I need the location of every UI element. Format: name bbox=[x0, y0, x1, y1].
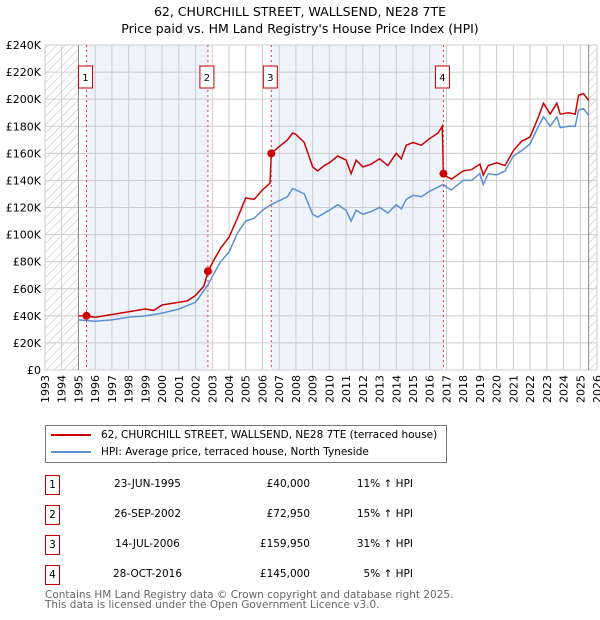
x-tick-label: 2018 bbox=[457, 375, 470, 403]
sale-marker-box bbox=[199, 65, 215, 89]
x-tick-label: 1997 bbox=[106, 375, 119, 403]
x-tick-label: 1996 bbox=[89, 375, 102, 403]
sale-point bbox=[267, 149, 276, 158]
sale-marker-label: 4 bbox=[439, 73, 445, 84]
footer-line: This data is licensed under the Open Gov… bbox=[45, 599, 380, 611]
sale-point bbox=[203, 267, 212, 276]
x-tick-label: 1993 bbox=[39, 375, 52, 403]
y-tick-label: £60K bbox=[13, 283, 42, 296]
chart-title: 62, CHURCHILL STREET, WALLSEND, NE28 7TE bbox=[153, 4, 447, 19]
x-tick-label: 1998 bbox=[123, 375, 136, 403]
x-tick-label: 2022 bbox=[524, 375, 537, 403]
x-tick-label: 2000 bbox=[156, 375, 169, 403]
sale-marker-label: 3 bbox=[267, 73, 273, 84]
sale-date: 28-OCT-2016 bbox=[113, 568, 182, 580]
x-tick-label: 2020 bbox=[491, 375, 504, 403]
sale-row: 1 23-JUN-1995 £40,000 11% ↑ HPI bbox=[45, 475, 445, 495]
sale-date: 23-JUN-1995 bbox=[114, 478, 181, 490]
y-tick-label: £120K bbox=[6, 202, 42, 215]
y-tick-label: £240K bbox=[6, 39, 42, 52]
x-tick-label: 2026 bbox=[591, 375, 600, 403]
legend-item-hpi: HPI: Average price, terraced house, Nort… bbox=[51, 446, 369, 458]
blue-line-swatch bbox=[51, 451, 91, 453]
x-tick-label: 2003 bbox=[206, 375, 219, 403]
sale-hpi-diff: 11% ↑ HPI bbox=[356, 478, 413, 490]
y-tick-label: £40K bbox=[13, 310, 42, 323]
legend: 62, CHURCHILL STREET, WALLSEND, NE28 7TE… bbox=[45, 425, 447, 463]
legend-label: HPI: Average price, terraced house, Nort… bbox=[101, 446, 369, 458]
y-tick-label: £80K bbox=[13, 256, 42, 269]
sale-marker-label: 2 bbox=[204, 73, 210, 84]
sale-marker-box bbox=[77, 65, 93, 89]
y-tick-label: £140K bbox=[6, 174, 42, 187]
y-tick-label: £180K bbox=[6, 120, 42, 133]
sale-number: 2 bbox=[45, 505, 60, 525]
chart-subtitle: Price paid vs. HM Land Registry's House … bbox=[121, 21, 479, 36]
x-tick-label: 2011 bbox=[340, 375, 353, 403]
x-tick-label: 2023 bbox=[541, 375, 554, 403]
y-tick-label: £100K bbox=[6, 229, 42, 242]
x-tick-label: 2019 bbox=[474, 375, 487, 403]
x-tick-label: 2002 bbox=[190, 375, 203, 403]
x-tick-label: 2004 bbox=[223, 375, 236, 403]
footer: Contains HM Land Registry data © Crown c… bbox=[45, 589, 454, 611]
legend-item-property: 62, CHURCHILL STREET, WALLSEND, NE28 7TE… bbox=[51, 429, 437, 441]
x-tick-label: 2024 bbox=[558, 375, 571, 403]
x-tick-label: 1999 bbox=[139, 375, 152, 403]
sale-price: £72,950 bbox=[266, 508, 310, 520]
sale-number: 4 bbox=[45, 565, 60, 585]
x-tick-label: 2007 bbox=[273, 375, 286, 403]
sale-hpi-diff: 15% ↑ HPI bbox=[356, 508, 413, 520]
y-tick-label: £20K bbox=[13, 337, 42, 350]
plot-area: £0 £20K £40K £60K £80K £100K £120K £140K £160K £1… bbox=[6, 39, 600, 403]
sale-point bbox=[82, 311, 91, 320]
y-tick-label: £200K bbox=[6, 93, 42, 106]
x-tick-label: 2005 bbox=[240, 375, 253, 403]
sale-marker-box bbox=[434, 65, 450, 89]
y-tick-label: £220K bbox=[6, 66, 42, 79]
x-tick-label: 2008 bbox=[290, 375, 303, 403]
sale-row: 2 26-SEP-2002 £72,950 15% ↑ HPI bbox=[45, 505, 445, 525]
hpi-line bbox=[78, 107, 590, 323]
y-tick-label: £0 bbox=[27, 364, 41, 377]
sale-price: £145,000 bbox=[259, 568, 310, 580]
x-tick-label: 2016 bbox=[424, 375, 437, 403]
x-tick-label: 2010 bbox=[323, 375, 336, 403]
sale-number: 3 bbox=[45, 535, 60, 555]
footer-line: Contains HM Land Registry data © Crown c… bbox=[45, 589, 454, 601]
x-tick-label: 2025 bbox=[574, 375, 587, 403]
x-tick-label: 2006 bbox=[256, 375, 269, 403]
sale-row: 3 14-JUL-2006 £159,950 31% ↑ HPI bbox=[45, 535, 445, 555]
sale-marker-label: 1 bbox=[82, 73, 88, 84]
x-tick-label: 2017 bbox=[440, 375, 453, 403]
x-tick-label: 2012 bbox=[357, 375, 370, 403]
x-tick-label: 2013 bbox=[374, 375, 387, 403]
sale-point bbox=[439, 169, 448, 178]
x-tick-label: 1994 bbox=[56, 375, 69, 403]
sale-hpi-diff: 31% ↑ HPI bbox=[356, 538, 413, 550]
sale-hpi-diff: 5% ↑ HPI bbox=[363, 568, 413, 580]
x-tick-label: 2014 bbox=[390, 375, 403, 403]
sale-row: 4 28-OCT-2016 £145,000 5% ↑ HPI bbox=[45, 565, 445, 585]
sale-number: 1 bbox=[45, 475, 60, 495]
sale-price: £159,950 bbox=[259, 538, 310, 550]
price-paid-line bbox=[78, 92, 590, 318]
sale-date: 14-JUL-2006 bbox=[115, 538, 180, 550]
x-tick-label: 2001 bbox=[173, 375, 186, 403]
sale-marker-box bbox=[262, 65, 278, 89]
red-line-swatch bbox=[51, 434, 91, 436]
x-tick-label: 1995 bbox=[72, 375, 85, 403]
x-tick-label: 2009 bbox=[307, 375, 320, 403]
sale-price: £40,000 bbox=[266, 478, 310, 490]
x-tick-label: 2015 bbox=[407, 375, 420, 403]
sale-date: 26-SEP-2002 bbox=[113, 508, 182, 520]
x-tick-label: 2021 bbox=[507, 375, 520, 403]
y-tick-label: £160K bbox=[6, 147, 42, 160]
legend-label: 62, CHURCHILL STREET, WALLSEND, NE28 7TE… bbox=[101, 429, 438, 441]
